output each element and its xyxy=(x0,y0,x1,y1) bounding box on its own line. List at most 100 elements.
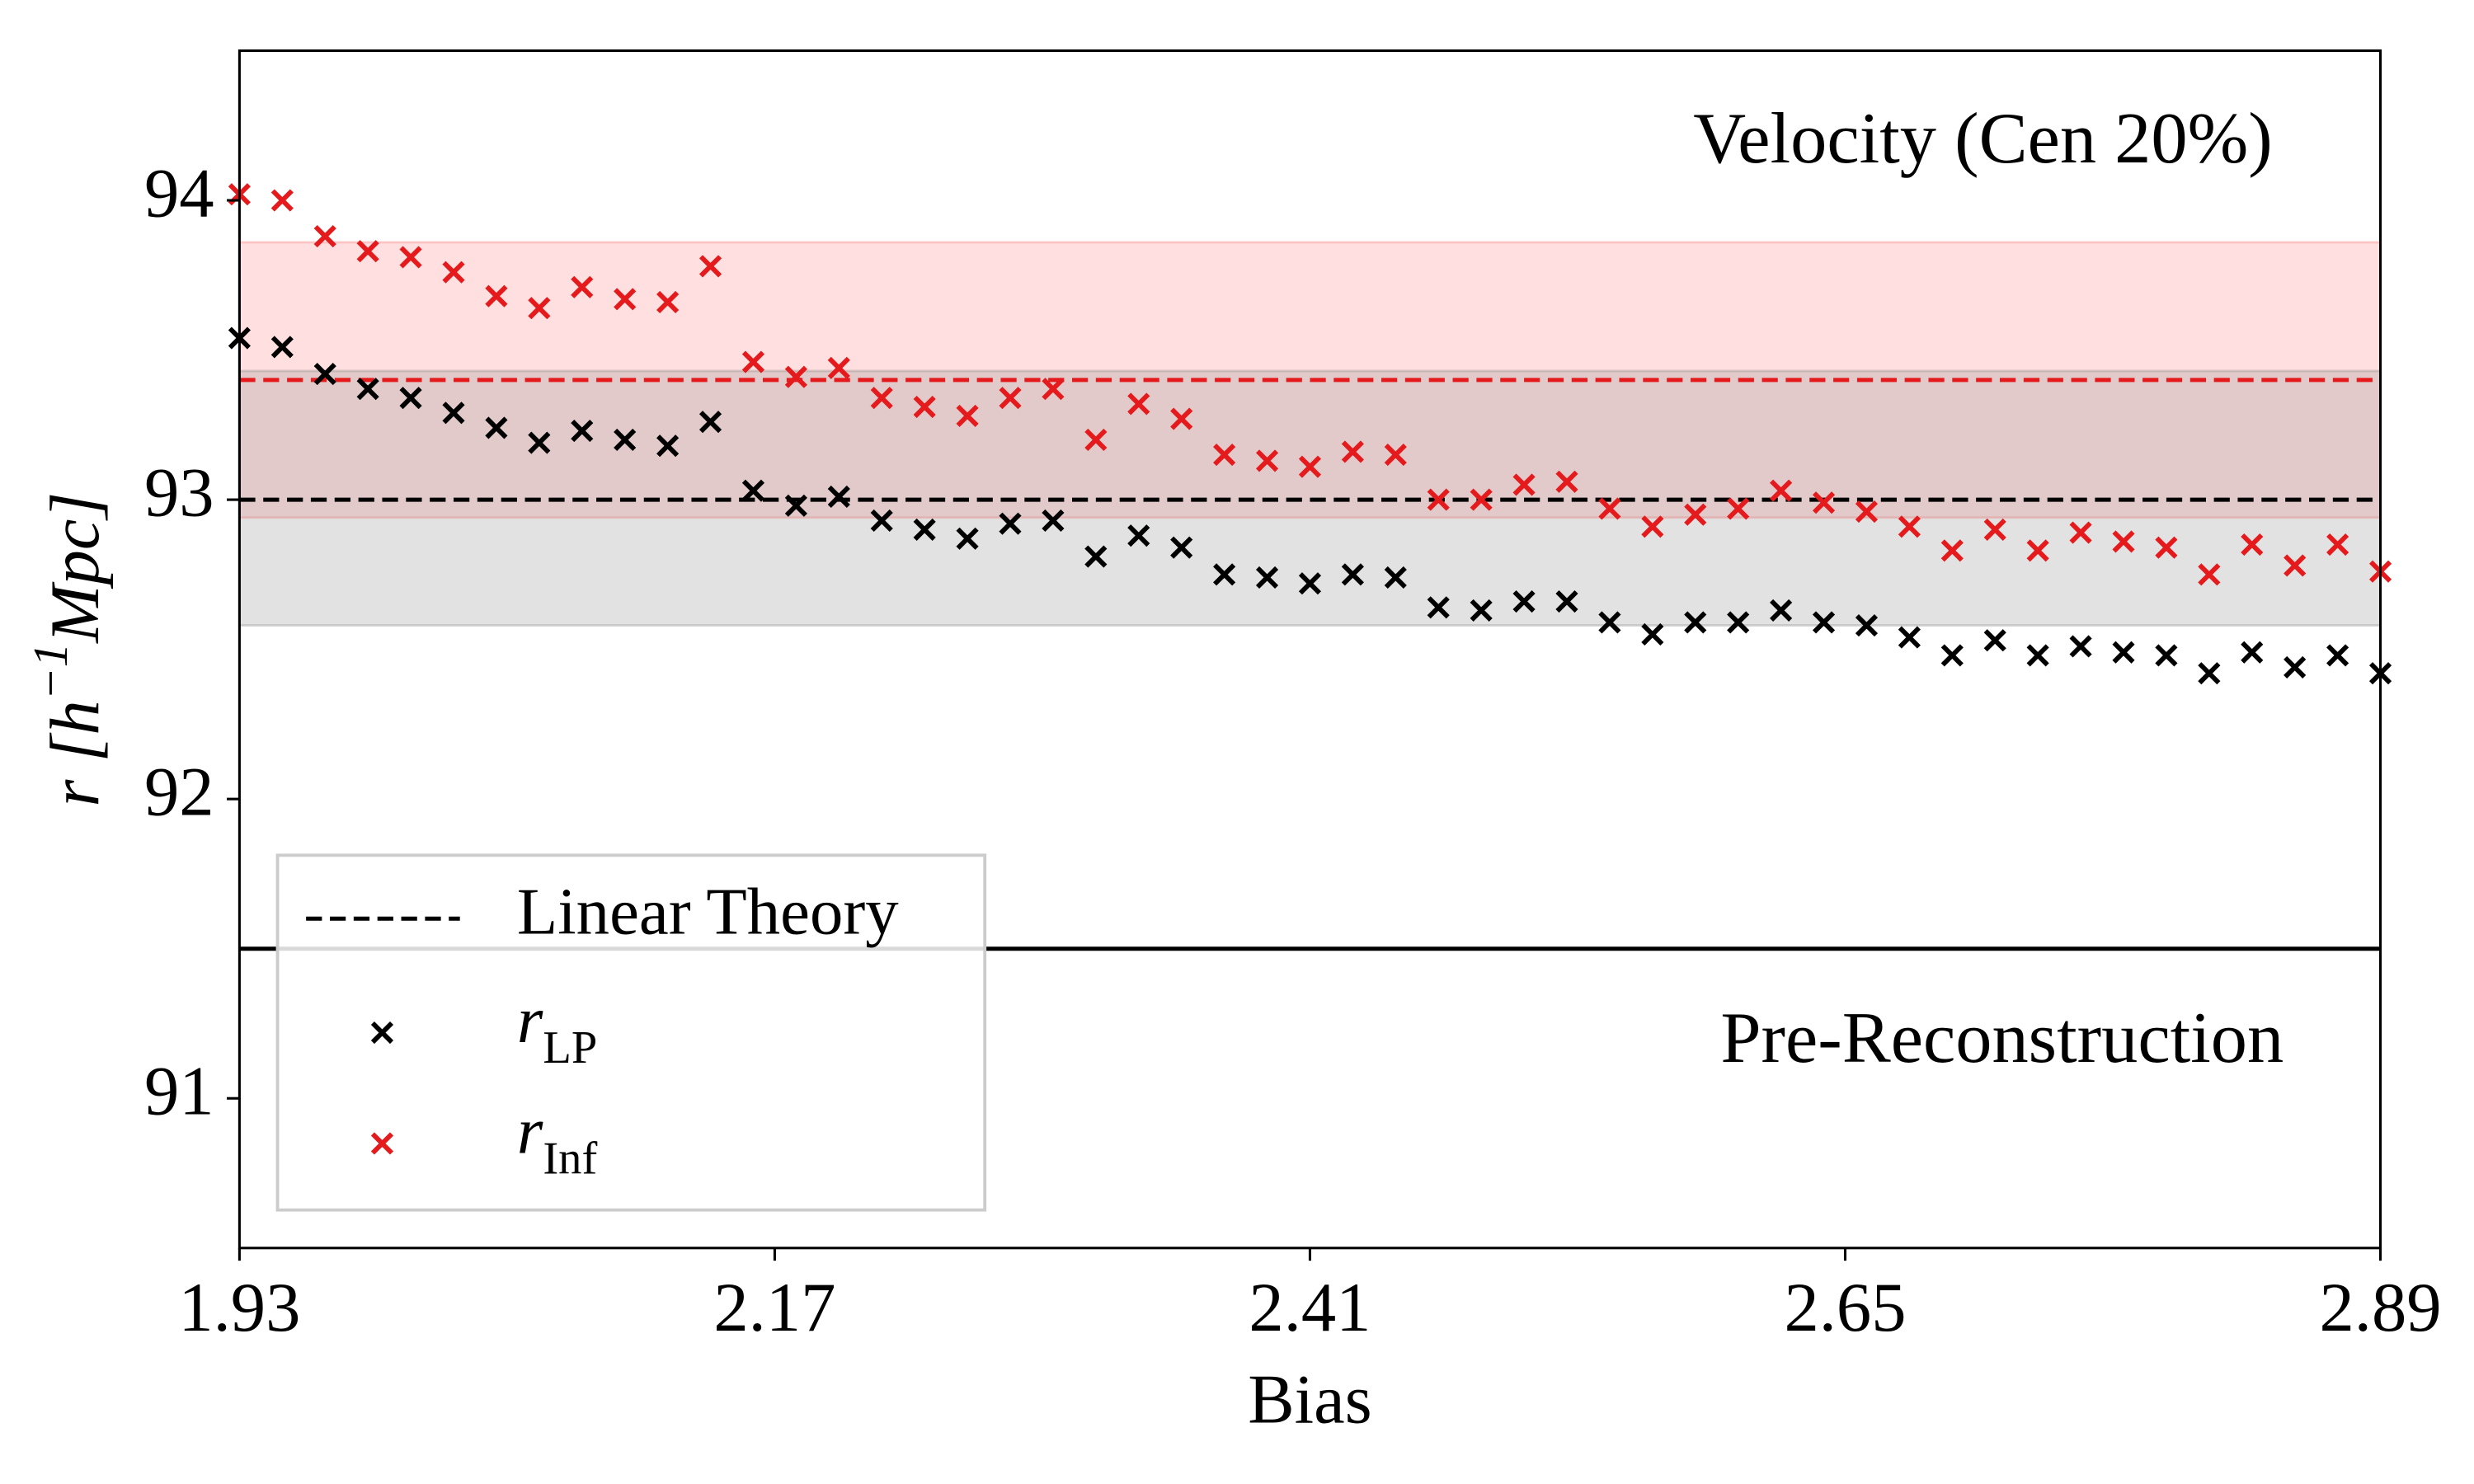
marker xyxy=(1470,488,1493,511)
marker xyxy=(698,411,722,434)
y-tick-label: 93 xyxy=(144,455,214,532)
x-tick-label: 2.17 xyxy=(713,1270,835,1346)
marker xyxy=(485,416,508,439)
marker xyxy=(1384,566,1407,589)
marker xyxy=(356,378,379,401)
marker xyxy=(571,275,594,298)
marker xyxy=(956,404,979,427)
marker xyxy=(1770,479,1793,502)
marker xyxy=(1983,518,2006,541)
marker xyxy=(656,290,680,314)
marker xyxy=(1512,473,1536,496)
marker xyxy=(913,395,936,419)
marker xyxy=(999,512,1022,535)
text-part: Inf xyxy=(543,1133,597,1184)
marker xyxy=(270,189,294,212)
legend: Linear Theory rLP rInf xyxy=(275,853,987,1212)
marker xyxy=(1170,536,1193,559)
marker xyxy=(1213,563,1236,586)
marker xyxy=(2155,644,2178,667)
marker xyxy=(571,420,594,443)
marker xyxy=(442,402,465,425)
marker xyxy=(1127,392,1150,416)
text-part: r xyxy=(517,1094,543,1167)
marker xyxy=(1555,589,1578,613)
marker xyxy=(442,261,465,284)
x-tick-label: 1.93 xyxy=(178,1270,300,1346)
marker xyxy=(370,1021,394,1045)
marker xyxy=(1298,572,1322,595)
marker xyxy=(313,363,336,386)
marker xyxy=(1384,444,1407,467)
legend-label: rInf xyxy=(517,1094,598,1184)
marker xyxy=(1812,611,1836,634)
marker xyxy=(1255,449,1279,472)
marker xyxy=(485,284,508,308)
y-tick-label: 91 xyxy=(144,1054,214,1130)
marker xyxy=(1170,407,1193,430)
y-tick-label: 92 xyxy=(144,754,214,831)
marker xyxy=(698,255,722,278)
marker xyxy=(1042,378,1065,401)
text-part: r [h xyxy=(37,700,114,806)
marker xyxy=(1940,539,1964,562)
marker xyxy=(2241,533,2264,556)
marker xyxy=(1727,497,1750,520)
marker xyxy=(1812,491,1836,514)
text-part: LP xyxy=(543,1022,597,1073)
marker xyxy=(614,428,637,452)
marker xyxy=(741,350,765,373)
x-axis-label: Bias xyxy=(1248,1361,1371,1438)
marker xyxy=(2112,530,2135,553)
marker xyxy=(2026,644,2049,667)
marker xyxy=(1598,497,1621,520)
y-axis-label: r [h−1Mpc] xyxy=(23,492,115,807)
marker xyxy=(1042,509,1065,533)
marker xyxy=(2326,644,2349,667)
marker xyxy=(2198,563,2221,586)
marker xyxy=(2069,521,2092,544)
marker xyxy=(827,356,850,379)
marker xyxy=(1770,599,1793,622)
marker xyxy=(1084,428,1108,452)
x-tick-label: 2.89 xyxy=(2320,1270,2442,1346)
marker xyxy=(870,509,893,533)
marker xyxy=(1641,515,1664,538)
marker xyxy=(313,225,336,248)
marker xyxy=(2241,641,2264,664)
marker xyxy=(913,518,936,541)
marker xyxy=(356,240,379,263)
legend-box xyxy=(275,853,987,1212)
marker xyxy=(1512,589,1536,613)
marker xyxy=(370,1132,394,1155)
text-part: −1 xyxy=(23,643,78,701)
legend-label: Linear Theory xyxy=(517,876,899,949)
marker xyxy=(2284,554,2307,577)
marker xyxy=(1598,611,1621,634)
marker xyxy=(2026,539,2049,562)
marker xyxy=(614,288,637,311)
marker xyxy=(1855,614,1879,637)
marker xyxy=(1940,644,1964,667)
marker xyxy=(1341,563,1364,586)
marker xyxy=(2198,662,2221,685)
marker xyxy=(1684,503,1707,526)
marker xyxy=(1641,622,1664,646)
marker xyxy=(528,431,551,454)
marker xyxy=(1470,599,1493,622)
marker xyxy=(999,387,1022,410)
marker xyxy=(2155,536,2178,559)
marker xyxy=(2284,655,2307,679)
marker xyxy=(956,527,979,550)
legend-label: rLP xyxy=(517,983,597,1073)
marker xyxy=(784,494,807,517)
marker xyxy=(399,246,422,269)
marker xyxy=(2112,641,2135,664)
annotation: Pre-Reconstruction xyxy=(1720,998,2284,1078)
marker xyxy=(270,336,294,359)
marker xyxy=(784,365,807,388)
marker xyxy=(1341,440,1364,463)
text-part: Mpc] xyxy=(37,492,114,644)
marker xyxy=(1298,455,1322,478)
